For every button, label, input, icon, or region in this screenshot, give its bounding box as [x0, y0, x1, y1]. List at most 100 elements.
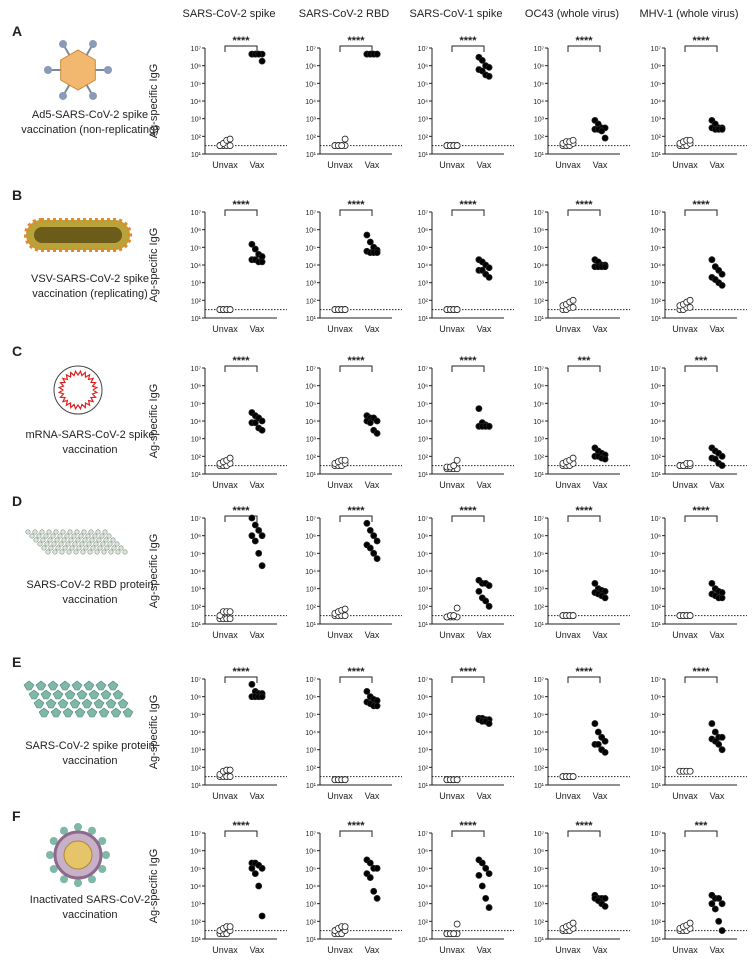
icon-protein	[85, 533, 91, 539]
y-tick-label: 10⁷	[306, 46, 317, 53]
x-tick-label: Vax	[477, 160, 492, 170]
y-tick-label: 10⁴	[650, 884, 661, 891]
icon-spike-protein	[107, 680, 119, 691]
x-tick-label: Unvax	[212, 630, 238, 640]
data-point	[248, 680, 256, 688]
vaccine-icon	[44, 40, 112, 100]
data-point	[453, 776, 461, 784]
y-tick-label: 10⁶	[533, 849, 544, 856]
data-point	[366, 544, 374, 552]
x-tick-label: Unvax	[212, 791, 238, 801]
x-tick-label: Unvax	[555, 630, 581, 640]
data-point	[601, 749, 609, 756]
icon-protein	[74, 529, 80, 535]
icon-protein	[57, 533, 63, 539]
significance-label: ****	[459, 505, 477, 517]
vaccine-caption: mRNA-SARS-CoV-2 spike	[26, 429, 155, 441]
data-point	[718, 452, 726, 460]
y-tick-label: 10¹	[306, 472, 317, 479]
significance-bracket	[684, 676, 718, 683]
y-tick-label: 10³	[651, 281, 662, 288]
significance-label: ***	[695, 355, 709, 367]
y-tick-label: 10¹	[191, 152, 202, 159]
icon-protein	[71, 533, 77, 539]
vaccine-caption: VSV-SARS-CoV-2 spike	[31, 273, 149, 285]
data-point	[569, 612, 577, 619]
icon-protein	[52, 549, 58, 555]
icon-protein	[69, 545, 75, 551]
x-tick-label: Vax	[593, 630, 608, 640]
y-tick-label: 10²	[306, 454, 317, 461]
y-tick-label: 10⁶	[533, 695, 544, 702]
y-tick-label: 10¹	[306, 937, 317, 944]
icon-spike-protein	[62, 707, 74, 718]
icon-spike	[88, 826, 96, 835]
y-tick-label: 10²	[418, 134, 429, 141]
icon-lipid	[53, 365, 103, 415]
significance-bracket	[567, 830, 601, 837]
y-tick-label: 10⁷	[306, 516, 317, 523]
y-tick-label: 10³	[306, 117, 317, 124]
y-tick-label: 10⁴	[305, 569, 316, 576]
y-tick-label: 10¹	[191, 316, 202, 323]
icon-protein	[40, 537, 46, 543]
y-tick-label: 10²	[534, 454, 545, 461]
data-point	[255, 882, 263, 890]
y-tick-label: 10⁴	[417, 569, 428, 576]
data-point	[601, 134, 609, 142]
y-tick-label: 10⁴	[650, 730, 661, 737]
column-title: SARS-CoV-2 RBD	[299, 8, 390, 20]
significance-label: ****	[459, 199, 477, 211]
y-tick-label: 10⁴	[190, 884, 201, 891]
icon-spike-protein	[98, 707, 110, 718]
y-tick-label: 10¹	[191, 622, 202, 629]
icon-spike-protein	[100, 689, 112, 700]
y-tick-label: 10⁶	[417, 695, 428, 702]
y-tick-label: 10⁵	[417, 712, 428, 719]
x-tick-label: Vax	[250, 160, 265, 170]
icon-protein	[111, 545, 117, 551]
y-tick-label: 10⁶	[533, 534, 544, 541]
icon-protein	[96, 537, 102, 543]
y-tick-label: 10³	[534, 281, 545, 288]
icon-protein	[37, 541, 43, 547]
significance-bracket	[451, 830, 485, 837]
icon-protein	[76, 545, 82, 551]
y-tick-label: 10⁶	[305, 534, 316, 541]
data-point	[478, 56, 486, 64]
data-point	[366, 859, 374, 867]
y-tick-label: 10⁷	[418, 46, 429, 53]
y-tick-label: 10⁴	[533, 730, 544, 737]
y-tick-label: 10⁴	[533, 569, 544, 576]
data-point	[258, 258, 266, 266]
icon-spike-protein	[95, 680, 107, 691]
vaccine-caption: SARS-CoV-2 RBD protein	[26, 579, 153, 591]
icon-spike-protein	[117, 698, 129, 709]
significance-label: ****	[347, 35, 365, 47]
icon-protein	[122, 549, 128, 555]
icon-spike	[98, 865, 107, 873]
column-title: SARS-CoV-2 spike	[183, 8, 276, 20]
y-tick-label: 10⁵	[417, 245, 428, 252]
y-tick-label: 10²	[191, 919, 202, 926]
x-tick-label: Unvax	[212, 160, 238, 170]
data-point	[475, 871, 483, 879]
data-point	[485, 72, 493, 80]
icon-spike-protein	[122, 707, 134, 718]
y-tick-label: 10⁷	[191, 831, 202, 838]
x-tick-label: Vax	[477, 630, 492, 640]
data-point	[226, 306, 234, 313]
x-tick-label: Unvax	[555, 160, 581, 170]
data-point	[485, 904, 493, 911]
y-tick-label: 10⁷	[306, 366, 317, 373]
significance-bracket	[684, 830, 718, 837]
data-point	[708, 256, 716, 264]
y-tick-label: 10⁵	[650, 245, 661, 252]
x-tick-label: Unvax	[555, 945, 581, 955]
y-tick-label: 10⁴	[190, 263, 201, 270]
y-tick-label: 10³	[418, 748, 429, 755]
y-tick-label: 10¹	[418, 622, 429, 629]
data-point	[373, 417, 381, 425]
icon-protein	[89, 537, 95, 543]
icon-knob	[59, 40, 67, 49]
